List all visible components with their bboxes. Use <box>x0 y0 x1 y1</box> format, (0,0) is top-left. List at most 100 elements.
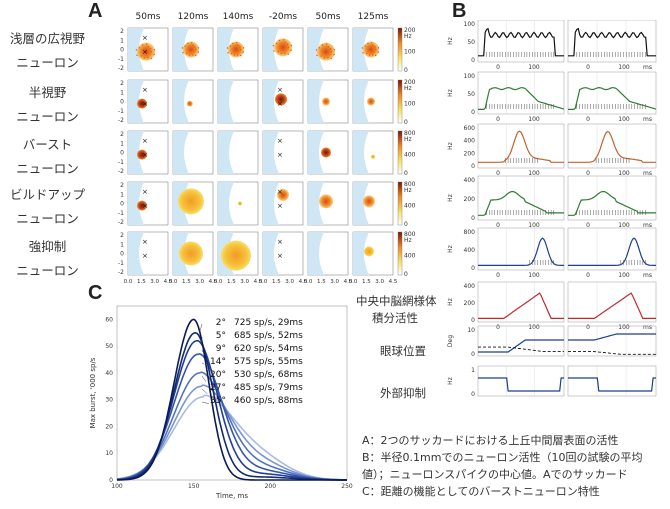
map-r0-c5 <box>352 27 394 72</box>
a-xtick: 0.0 <box>124 279 133 285</box>
activity-dot <box>286 43 289 46</box>
c-ytick: 30 <box>105 397 113 404</box>
a-xtick: 4.5 <box>344 279 353 285</box>
activity-dot <box>141 44 144 46</box>
a-xtick: 0.0 <box>259 279 268 285</box>
trace-r2-s0 <box>477 123 565 169</box>
activity-dot <box>136 54 138 57</box>
activity-dot <box>239 54 242 57</box>
activity-dot <box>323 57 326 59</box>
series-key-5: 27° 485 sp/s, 79ms <box>196 383 366 393</box>
activity-dot <box>231 52 233 55</box>
b-xtick: 100 <box>618 222 630 229</box>
activity-blob <box>221 240 251 271</box>
b-ytick-4: 400 <box>464 247 476 254</box>
b-xtick: 0 <box>586 324 590 331</box>
map-field <box>173 80 189 123</box>
activity-blob <box>317 42 335 61</box>
activity-dot <box>237 44 239 46</box>
c-ytick: 50 <box>105 343 113 350</box>
map-field <box>128 80 144 123</box>
a-ytick: 0 <box>120 47 124 54</box>
activity-blob <box>371 154 375 159</box>
trace-r3-s0 <box>477 175 565 221</box>
trace-line <box>478 377 564 392</box>
activity-dot <box>194 54 197 57</box>
a-xtick: 0.0 <box>169 279 178 285</box>
activity-dot <box>181 47 184 49</box>
row-label-3: バースト ニューロン <box>0 136 95 177</box>
activity-dot <box>321 44 324 46</box>
series-key-name: 2° <box>215 318 226 328</box>
b-ytick-2: 400 <box>464 138 476 145</box>
target-cross: × <box>142 48 148 56</box>
b-ytick-6: 10 <box>467 327 475 334</box>
c-ytick: 10 <box>105 450 113 457</box>
activity-dot <box>287 53 289 55</box>
caption-a: A：2つのサッカードにおける上丘中間層表面の活性 <box>362 434 619 447</box>
b-xtick: 100 <box>618 64 630 71</box>
map-field <box>308 232 324 275</box>
series-key-2: 9° 620 sp/s, 54ms <box>196 344 366 354</box>
c-plot-frame <box>116 305 348 481</box>
activity-dot <box>235 42 238 44</box>
target-cross: × <box>142 151 148 159</box>
c-ytick: 20 <box>105 423 113 430</box>
a-ytick: -1 <box>118 56 124 63</box>
activity-dot <box>278 39 281 42</box>
a-ytick: -2 <box>118 269 124 276</box>
activity-dot <box>140 55 142 57</box>
activity-dot <box>282 39 285 41</box>
activity-dot <box>150 57 152 60</box>
series-key-name: 9° <box>215 344 226 354</box>
b-ytick-5: 0 <box>471 317 475 324</box>
map-r0-c3 <box>262 27 304 72</box>
b-ytick-0: 50 <box>467 39 475 46</box>
series-key-label: 620 sp/s, 54ms <box>234 344 303 354</box>
activity-dot <box>368 54 371 56</box>
series-leader-6 <box>201 401 209 404</box>
activity-dot <box>374 54 377 57</box>
target-cross: × <box>277 137 283 145</box>
target-cross: × <box>277 202 283 210</box>
map-field <box>218 182 234 225</box>
series-line-2° <box>117 318 347 481</box>
caption-b2: 値）；ニューロンスパイクの中心値。Aでのサッカード <box>362 468 628 481</box>
c-ytick: 40 <box>105 370 113 377</box>
a-ytick: 2 <box>120 182 124 189</box>
a-ytick: -2 <box>118 117 124 124</box>
activity-blob <box>186 100 193 107</box>
trace-r7-s1 <box>567 365 657 397</box>
cbar-zero: 0 <box>404 67 408 74</box>
col-time-2: 140ms <box>223 12 254 22</box>
a-ytick: -2 <box>118 65 124 72</box>
activity-blob <box>137 149 147 160</box>
cbar-zero: 0 <box>404 221 408 228</box>
cbar-mid: 100 <box>404 101 416 108</box>
a-ytick: -1 <box>118 260 124 267</box>
a-xtick: 4.5 <box>299 279 308 285</box>
map-field <box>173 131 189 174</box>
activity-dot <box>197 47 200 49</box>
series-key-name: 35° <box>210 396 226 406</box>
cbar-zero: 0 <box>404 119 408 126</box>
cbar-unit: Hz <box>404 237 412 244</box>
b-ytick-2: 600 <box>464 125 476 132</box>
trace-line <box>478 190 564 216</box>
cbar-mid: 400 <box>404 203 416 210</box>
trace-r6-s0 <box>477 325 565 357</box>
map-r1-c5 <box>352 79 394 124</box>
a-ytick: 1 <box>120 191 124 198</box>
eye-position-label: 眼球位置 <box>380 344 426 358</box>
trace-r5-s1 <box>567 281 657 323</box>
b-ytick-7: 1 <box>471 367 475 374</box>
activity-dot <box>226 47 229 49</box>
a-ytick: 2 <box>120 232 124 239</box>
map-r0-c4 <box>307 27 349 72</box>
b-xunit: ms <box>643 116 652 123</box>
a-xtick: 1.5 <box>317 279 326 285</box>
trace-frame <box>567 20 657 63</box>
activity-dot <box>377 51 379 53</box>
series-key-label: 460 sp/s, 88ms <box>234 396 303 406</box>
cbar-mid: 400 <box>404 152 416 159</box>
